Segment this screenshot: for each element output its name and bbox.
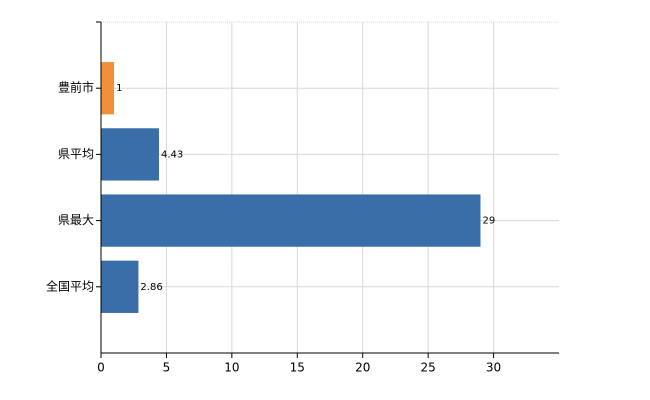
x-tick-label: 25 xyxy=(421,361,436,375)
y-tick-label: 県最大 xyxy=(58,213,94,227)
value-label: 2.86 xyxy=(140,282,162,293)
value-label: 1 xyxy=(116,83,122,94)
y-tick-label: 豊前市 xyxy=(58,80,94,95)
bar xyxy=(101,62,115,115)
y-tick-label: 全国平均 xyxy=(46,278,94,293)
bar xyxy=(101,128,159,181)
x-tick-label: 30 xyxy=(486,361,501,375)
x-tick-label: 5 xyxy=(163,361,171,375)
x-tick-label: 15 xyxy=(290,361,305,375)
bar xyxy=(101,260,139,313)
x-tick-label: 20 xyxy=(355,361,370,375)
value-label: 4.43 xyxy=(161,149,183,160)
x-tick-label: 10 xyxy=(224,361,239,375)
value-label: 29 xyxy=(482,216,495,227)
y-tick-label: 県平均 xyxy=(58,147,94,161)
x-tick-label: 0 xyxy=(97,361,105,375)
bar xyxy=(101,194,481,247)
